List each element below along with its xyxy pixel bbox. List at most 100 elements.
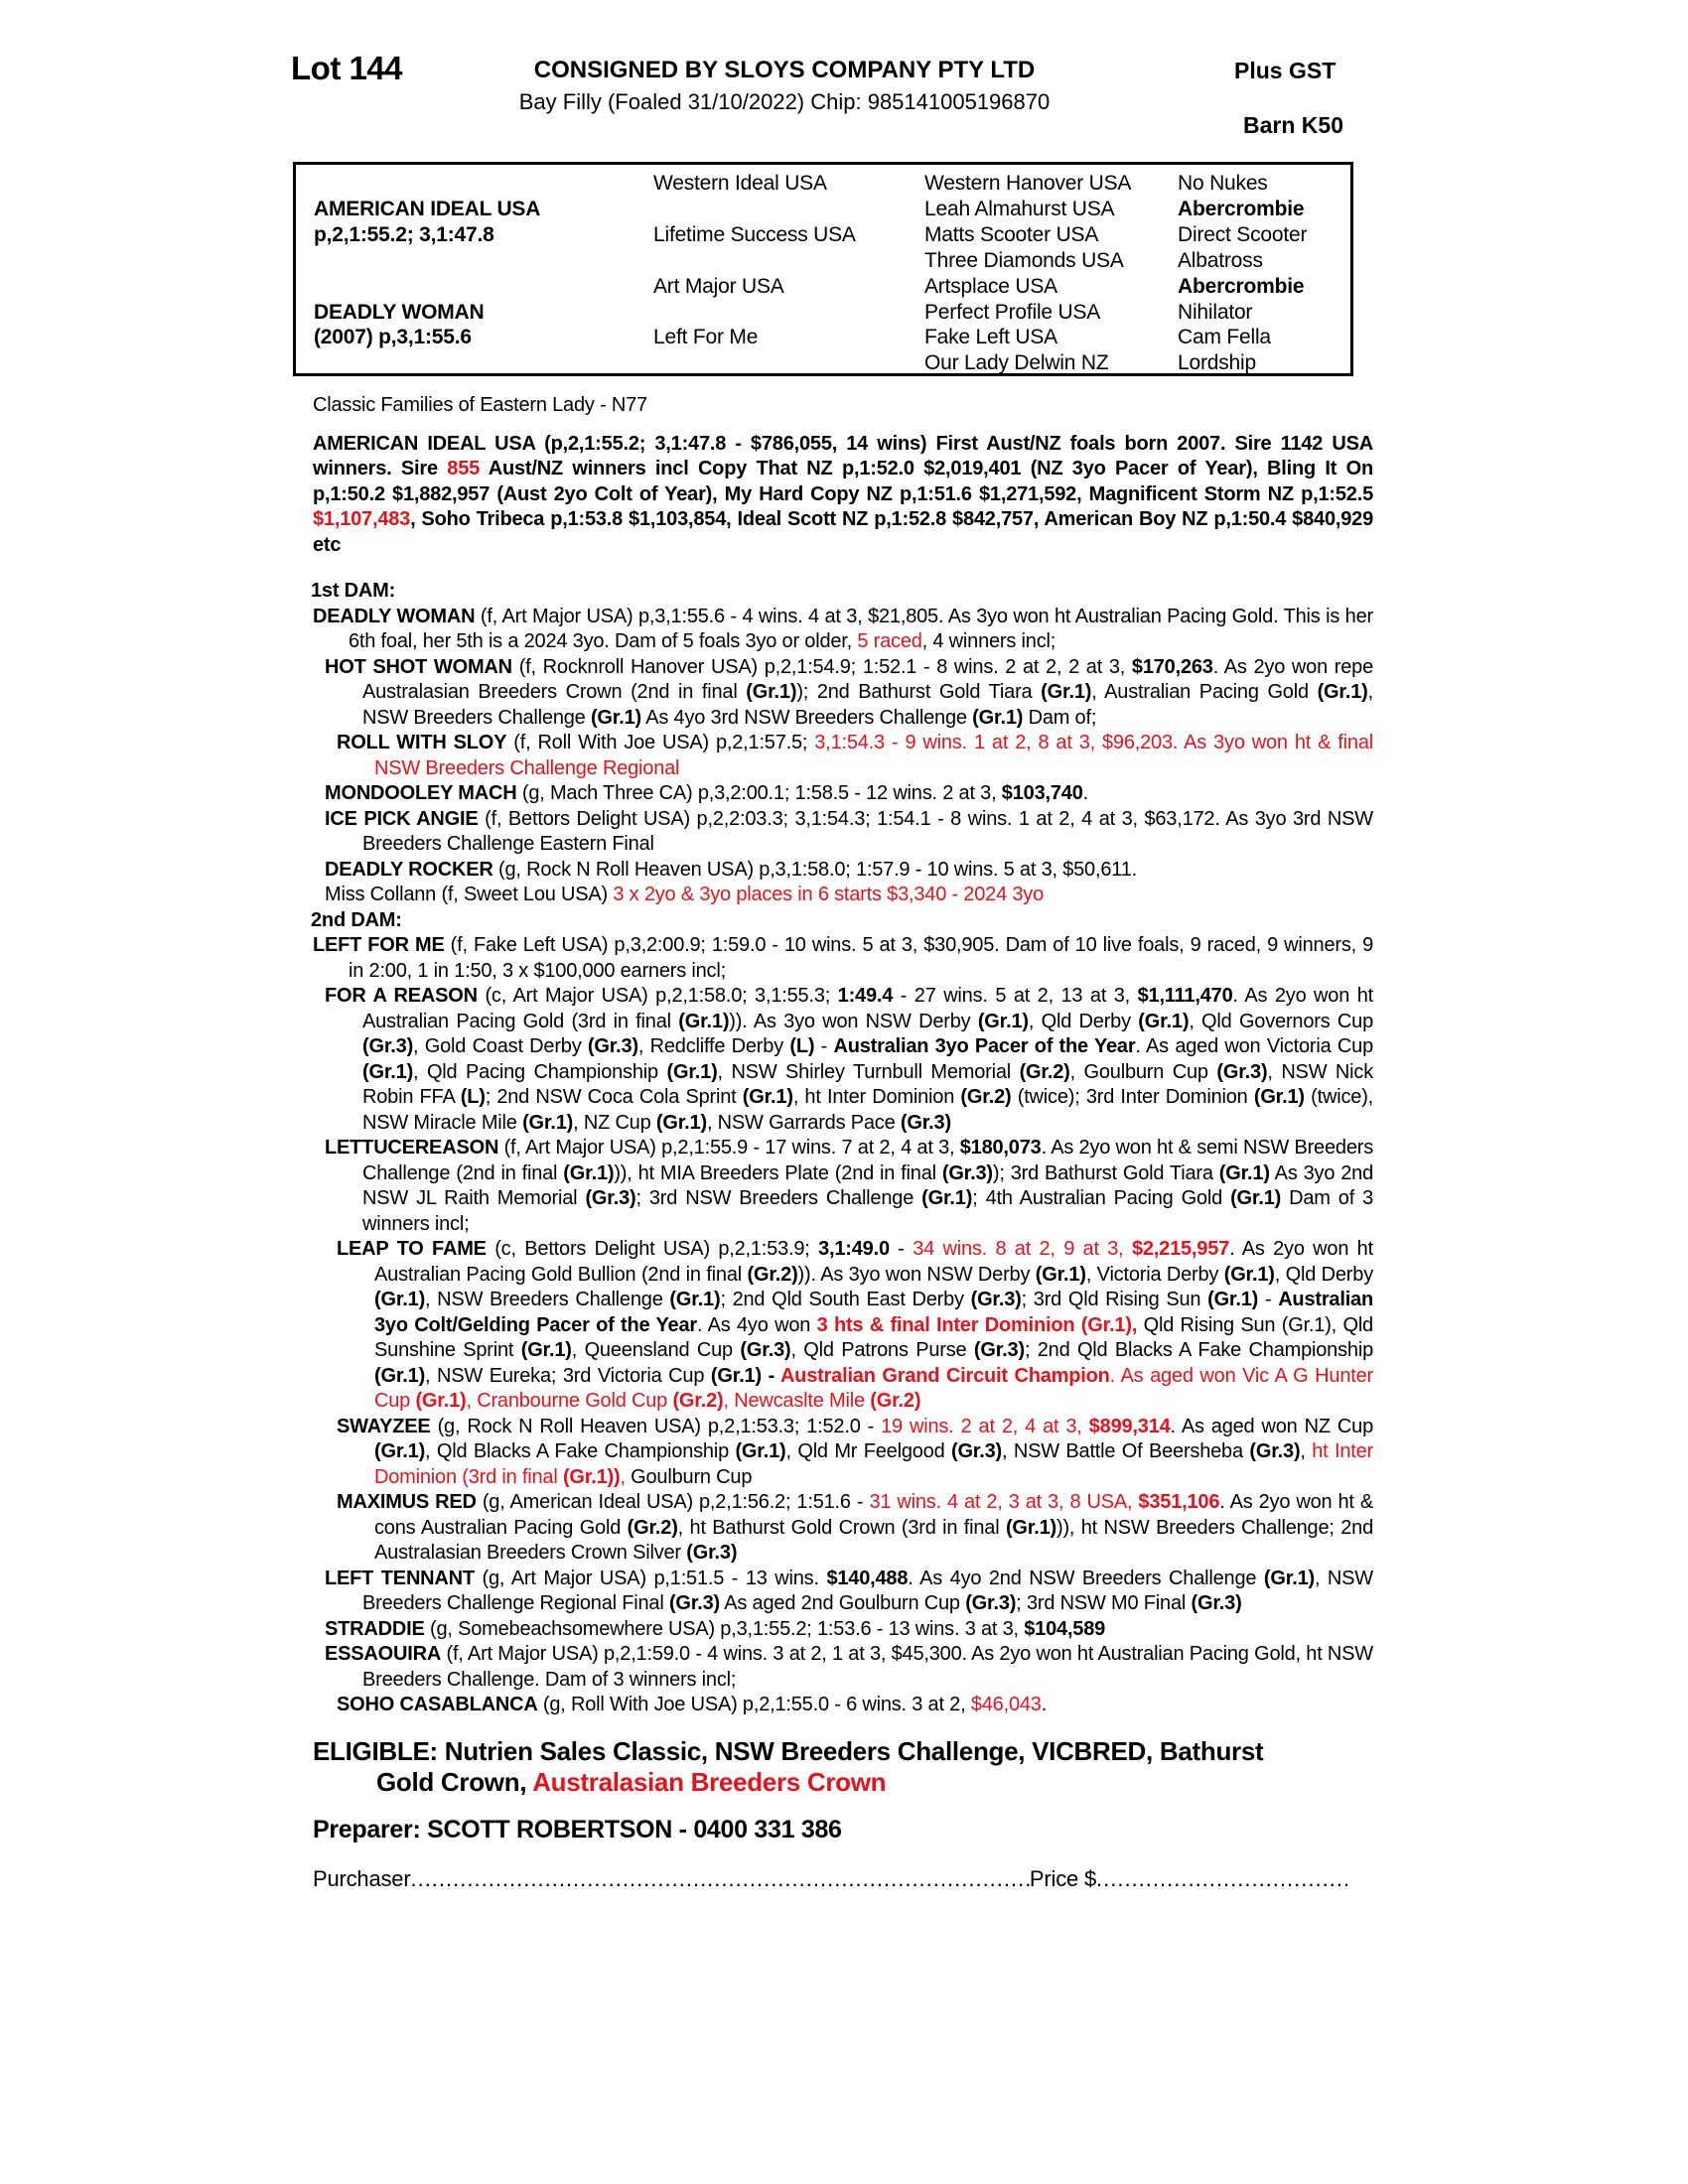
text-segment: (Gr.2)	[627, 1516, 678, 1539]
text-segment: ht Inter Dominion (3rd in final	[374, 1440, 1374, 1488]
paragraph-miss-collann: Miss Collann (f, Sweet Lou USA) 3 x 2yo …	[291, 883, 1373, 908]
pedigree-cell: Art Major USA	[653, 274, 784, 298]
text-segment: (f, Rocknroll Hanover USA) p,2,1:54.9; 1…	[511, 655, 1132, 678]
text-segment: MAXIMUS RED	[337, 1491, 477, 1513]
text-segment: (Gr.1)	[1207, 1289, 1259, 1310]
pedigree-cell: Abercrombie	[1178, 274, 1305, 298]
text-segment: , Qld Derby	[1274, 1263, 1373, 1286]
pedigree-cell: Abercrombie	[1178, 197, 1305, 220]
text-segment: (g, Rock N Roll Heaven USA) p,2,1:53.3; …	[430, 1415, 882, 1437]
text-segment: (Gr.1)	[1223, 1263, 1275, 1286]
pedigree-cell: Lifetime Success USA	[653, 222, 856, 246]
text-segment: Miss Collann (f, Sweet Lou USA)	[325, 884, 614, 905]
text-segment: , Victoria Derby	[1085, 1263, 1224, 1286]
text-segment: $46,043	[970, 1694, 1042, 1715]
text-segment: -	[889, 1238, 914, 1260]
pedigree-paragraphs: 1st DAM: DEADLY WOMAN (f, Art Major USA) …	[291, 579, 1373, 1718]
text-segment: ; 2nd NSW Coca Cola Sprint	[485, 1086, 743, 1108]
pedigree-cell: DEADLY WOMAN	[314, 300, 485, 324]
text-segment: (twice); 3rd Inter Dominion	[1011, 1086, 1254, 1108]
text-segment: -	[814, 1035, 834, 1057]
text-segment: SWAYZEE	[337, 1415, 431, 1437]
text-segment: ; 3rd Qld Rising Sun	[1021, 1289, 1208, 1310]
text-segment: 19 wins. 2 at 2, 4 at 3,	[881, 1415, 1089, 1437]
text-segment: Australian Grand Circuit Champion	[779, 1364, 1110, 1387]
text-segment: . As 2yo won repe Australasian Breeders …	[362, 655, 1373, 704]
pedigree-cell: Fake Left USA	[924, 326, 1057, 349]
text-segment: 855	[447, 458, 481, 479]
text-segment: Goulburn Cup	[625, 1465, 753, 1488]
pedigree-cell: Perfect Profile USA	[924, 300, 1101, 324]
text-segment: (Gr.1)	[590, 706, 641, 729]
text-segment: (Gr.1)	[735, 1440, 786, 1462]
text-segment: (Gr.3)	[587, 1035, 638, 1057]
text-segment: (Gr.1)	[1230, 1187, 1282, 1209]
text-segment: 1:49.4	[837, 985, 894, 1007]
pedigree-table: AMERICAN IDEAL USA p,2,1:55.2; 3,1:47.8 DE…	[293, 162, 1353, 376]
paragraph-maximus-red: MAXIMUS RED (g, American Ideal USA) p,2,…	[291, 1490, 1373, 1567]
text-segment: (Gr.1)	[746, 681, 797, 703]
plus-gst-label: Plus GST	[1234, 58, 1336, 83]
text-segment: , Queensland Cup	[571, 1339, 741, 1361]
family-line: Classic Families of Eastern Lady - N77	[313, 394, 647, 416]
text-segment: , ht Inter Dominion	[792, 1086, 961, 1108]
text-segment: , NSW Nick Robin FFA	[362, 1060, 1374, 1109]
text-segment: (Gr.3)	[668, 1592, 720, 1614]
text-segment: 3 hts & final Inter Dominion (Gr.1),	[816, 1313, 1138, 1336]
text-segment: $180,073	[959, 1137, 1042, 1159]
pedigree-cell: Matts Scooter USA	[924, 222, 1099, 246]
text-segment: (Gr.1)	[1138, 1010, 1190, 1032]
text-segment: (Gr.1)	[655, 1111, 707, 1134]
text-segment: 3,1:54.3 - 9 wins. 1 at 2, 8 at 3, $96,2…	[374, 732, 1373, 779]
text-segment: (f, Art Major USA) p,2,1:59.0 - 4 wins. …	[362, 1643, 1373, 1691]
text-segment: 3 x 2yo & 3yo places in 6 starts $3,340 …	[613, 884, 1044, 905]
paragraph-second-dam-heading: 2nd DAM:	[311, 908, 1373, 934]
text-segment: (f, Bettors Delight USA) p,2,2:03.3; 3,1…	[362, 807, 1373, 856]
text-segment: $899,314	[1088, 1415, 1171, 1437]
pedigree-cell: Artsplace USA	[924, 274, 1057, 298]
text-segment: , Goulburn Cup	[1069, 1060, 1217, 1083]
pedigree-cell: Lordship	[1178, 351, 1256, 375]
paragraph-deadly-woman: DEADLY WOMAN (f, Art Major USA) p,3,1:55…	[291, 605, 1373, 655]
text-segment: . As aged won NZ Cup	[1170, 1415, 1374, 1437]
text-segment: Australian 3yo Pacer of the Year	[833, 1035, 1136, 1057]
text-segment: (Gr.3)	[973, 1339, 1025, 1361]
price-blank-line: ........................................…	[1096, 1866, 1349, 1891]
text-segment: (Gr.1)	[1035, 1263, 1086, 1286]
pedigree-cell: Cam Fella	[1178, 326, 1271, 349]
text-segment: (Gr.3)	[970, 1289, 1022, 1310]
text-segment: (g, Rock N Roll Heaven USA) p,3,1:58.0; …	[492, 858, 1137, 881]
text-segment: MONDOOLEY MACH	[325, 782, 517, 804]
text-segment: (Gr.1)	[1263, 1567, 1315, 1589]
eligible-paragraph: ELIGIBLE: Nutrien Sales Classic, NSW Bre…	[313, 1736, 1373, 1798]
text-segment: )). As 3yo won NSW Derby	[729, 1010, 978, 1032]
paragraph-left-tennant: LEFT TENNANT (g, Art Major USA) p,1:51.5…	[291, 1567, 1373, 1617]
text-segment: (g, Art Major USA) p,1:51.5 - 13 wins.	[474, 1567, 827, 1589]
text-segment: Aust/NZ winners incl Copy That NZ p,1:52…	[313, 458, 1373, 505]
text-segment: 3,1:49.0	[818, 1238, 890, 1260]
text-segment: $170,263	[1131, 655, 1213, 678]
text-segment: $2,215,957	[1131, 1238, 1230, 1260]
text-segment: $103,740	[1001, 782, 1083, 804]
text-segment: . As 4yo 2nd NSW Breeders Challenge	[908, 1567, 1264, 1589]
text-segment: (twice), NSW Miracle Mile	[362, 1086, 1374, 1134]
text-segment: 34 wins. 8 at 2, 9 at 3,	[913, 1238, 1132, 1260]
text-segment: (Gr.1)	[563, 1161, 615, 1184]
paragraph-straddie: STRADDIE (g, Somebeachsomewhere USA) p,3…	[291, 1617, 1373, 1643]
text-segment: ); 2nd Bathurst Gold Tiara	[796, 681, 1042, 703]
text-segment: )), ht MIA Breeders Plate (2nd in final	[614, 1161, 942, 1184]
pedigree-cell: No Nukes	[1178, 172, 1268, 195]
text-segment: , NSW Breeders Challenge	[362, 681, 1373, 729]
text-segment: (g, Roll With Joe USA) p,2,1:55.0 - 6 wi…	[537, 1694, 971, 1715]
text-segment: (c, Bettors Delight USA) p,2,1:53.9;	[486, 1238, 819, 1260]
text-segment: -	[761, 1364, 780, 1387]
text-segment: SOHO CASABLANCA	[337, 1694, 538, 1715]
text-segment: 1st DAM:	[311, 580, 396, 602]
text-segment: Dam of 3 winners incl;	[362, 1187, 1374, 1235]
pedigree-cell: Direct Scooter	[1178, 222, 1308, 246]
text-segment: (Gr.1)	[1317, 681, 1368, 703]
text-segment: ); 3rd Bathurst Gold Tiara	[992, 1161, 1219, 1184]
paragraph-mondooley-mach: MONDOOLEY MACH (g, Mach Three CA) p,3,2:…	[291, 781, 1373, 807]
purchaser-label: Purchaser	[313, 1866, 411, 1891]
text-segment: , Soho Tribeca p,1:53.8 $1,103,854, Idea…	[313, 508, 1373, 556]
